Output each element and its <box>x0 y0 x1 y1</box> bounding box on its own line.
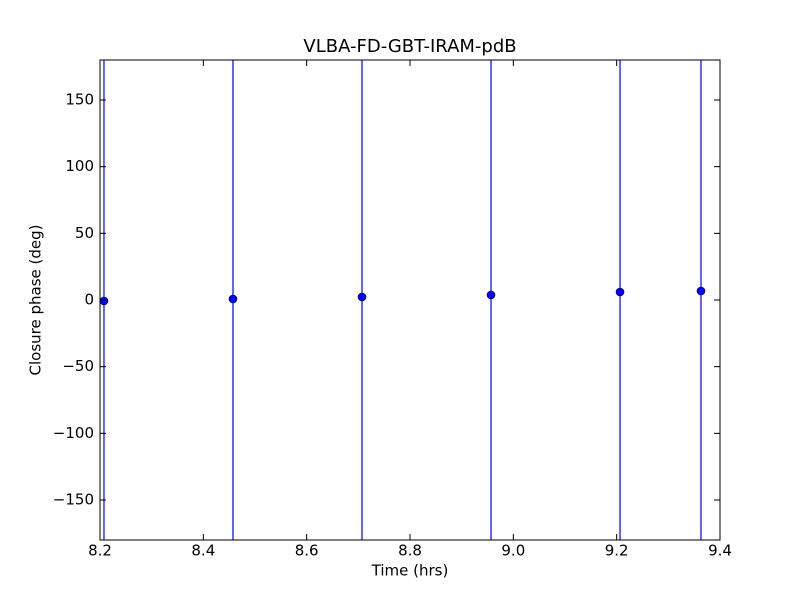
y-tick-label: −100 <box>53 424 94 442</box>
data-point <box>357 292 367 302</box>
y-tick-label: 0 <box>84 291 94 309</box>
data-point <box>100 296 109 306</box>
x-tick-label: 9.0 <box>501 542 525 560</box>
x-tick-label: 8.2 <box>88 542 112 560</box>
data-point <box>228 294 238 304</box>
x-tick-label: 8.4 <box>191 542 215 560</box>
y-tick-label: −50 <box>62 357 94 375</box>
y-axis-label: Closure phase (deg) <box>27 225 45 376</box>
x-axis-label: Time (hrs) <box>371 562 449 580</box>
data-point <box>486 290 496 300</box>
chart-title: VLBA-FD-GBT-IRAM-pdB <box>303 36 516 57</box>
y-tick-label: 50 <box>75 224 94 242</box>
x-tick-label: 9.2 <box>605 542 629 560</box>
x-tick-label: 9.4 <box>708 542 732 560</box>
data-point <box>696 286 706 296</box>
plot-area <box>100 60 706 540</box>
x-tick-label: 8.6 <box>295 542 319 560</box>
x-tick-label: 8.8 <box>398 542 422 560</box>
y-tick-label: −150 <box>53 491 94 509</box>
y-tick-label: 150 <box>65 91 94 109</box>
y-tick-label: 100 <box>65 157 94 175</box>
data-point <box>615 287 625 297</box>
